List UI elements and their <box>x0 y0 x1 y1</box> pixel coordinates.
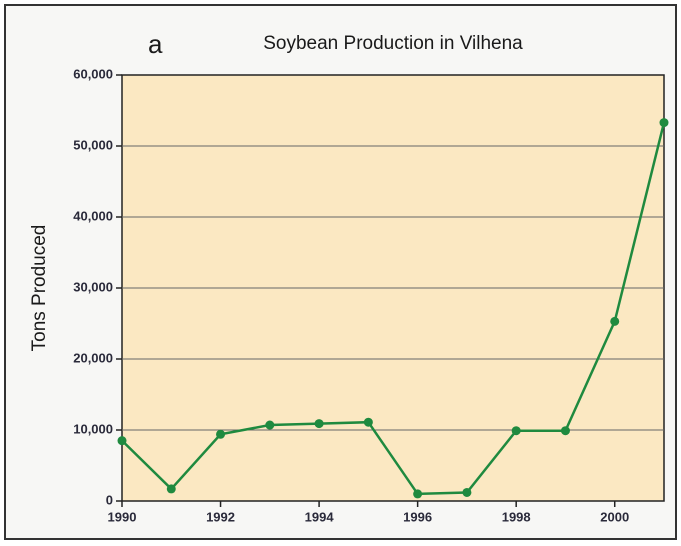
point <box>363 417 373 427</box>
x-tick-label: 1992 <box>206 509 235 524</box>
point <box>511 426 521 436</box>
y-axis-title: Tons Produced <box>29 225 50 352</box>
x-tick-label: 2000 <box>600 509 629 524</box>
y-tick-label: 0 <box>106 492 113 507</box>
point <box>117 436 127 446</box>
x-tick-label: 1990 <box>108 509 137 524</box>
point <box>216 429 226 439</box>
y-tick-label: 40,000 <box>73 208 113 223</box>
y-tick-label: 20,000 <box>73 350 113 365</box>
y-tick-label: 10,000 <box>73 421 113 436</box>
y-tick-label: 60,000 <box>73 66 113 81</box>
x-tick-label: 1998 <box>502 509 531 524</box>
x-tick-label: 1994 <box>305 509 335 524</box>
point <box>314 419 324 429</box>
line <box>121 122 666 496</box>
point <box>462 487 472 497</box>
point <box>413 489 423 499</box>
x-tick-label: 1996 <box>403 509 432 524</box>
point <box>166 484 176 494</box>
panel-label: a <box>148 29 163 59</box>
chart-title: Soybean Production in Vilhena <box>263 33 523 54</box>
y-tick-label: 50,000 <box>73 137 113 152</box>
y-tick-label: 30,000 <box>73 279 113 294</box>
point <box>265 420 275 430</box>
point <box>560 426 570 436</box>
point <box>659 118 669 128</box>
point <box>610 316 620 326</box>
